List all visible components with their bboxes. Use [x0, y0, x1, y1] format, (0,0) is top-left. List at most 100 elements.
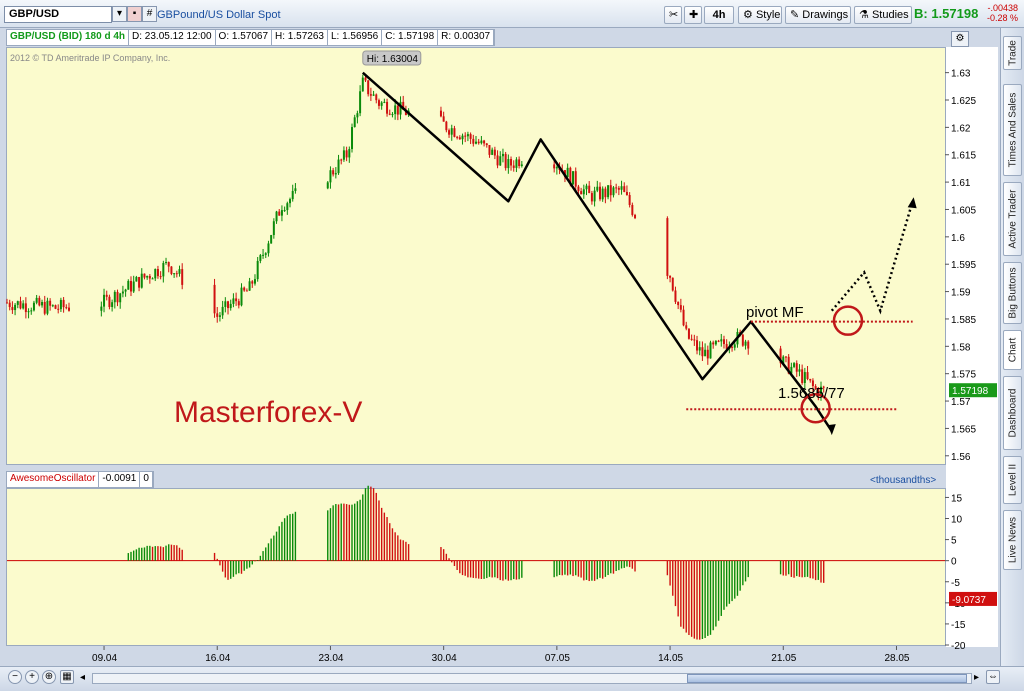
swing-line — [361, 71, 833, 432]
candle-body — [353, 117, 356, 128]
candle-body — [590, 193, 593, 202]
scroll-right-icon[interactable]: ▸ — [974, 672, 980, 683]
candle-body — [607, 185, 610, 198]
candle-body — [596, 186, 599, 191]
candle-body — [507, 159, 510, 169]
sidebar-tab-times-and-sales[interactable]: Times And Sales — [1003, 84, 1022, 176]
time-tick-label: 30.04 — [432, 653, 457, 664]
candle-body — [227, 301, 230, 309]
sidebar-tab-active-trader[interactable]: Active Trader — [1003, 182, 1022, 256]
link-icon[interactable]: ▪ — [127, 6, 142, 22]
candle-body — [138, 277, 141, 288]
zoom-fit-icon[interactable]: ⊕ — [42, 670, 56, 684]
candle-body — [156, 269, 159, 277]
candle-body — [464, 135, 467, 137]
candle-body — [221, 306, 224, 316]
sidebar-tab-level-ii[interactable]: Level II — [1003, 456, 1022, 504]
candle-body — [248, 281, 251, 291]
sidebar-tab-live-news[interactable]: Live News — [1003, 510, 1022, 570]
pencil-icon: ✎ — [790, 9, 800, 21]
scrollbar-thumb[interactable] — [687, 674, 967, 683]
candle-body — [798, 369, 801, 372]
info-date: D: 23.05.12 12:00 — [129, 30, 216, 45]
zoom-out-icon[interactable]: − — [8, 670, 22, 684]
candle-body — [712, 342, 715, 345]
studies-button[interactable]: ⚗ Studies — [854, 6, 912, 24]
candle-body — [555, 167, 558, 169]
candle-body — [16, 301, 19, 305]
candle-body — [140, 273, 143, 288]
candle-body — [216, 313, 219, 317]
candle-body — [154, 269, 157, 279]
oscillator-info-bar: AwesomeOscillator -0.0091 0 — [6, 471, 154, 488]
candle-body — [275, 211, 278, 222]
symbol-input[interactable]: GBP/USD — [4, 6, 112, 23]
candle-body — [450, 128, 453, 135]
candle-body — [237, 301, 240, 306]
info-high: H: 1.57263 — [272, 30, 328, 45]
expand-icon[interactable]: ⇔ — [986, 670, 1000, 684]
candle-body — [634, 214, 637, 219]
oscillator-name[interactable]: AwesomeOscillator — [7, 472, 100, 487]
candle-body — [790, 366, 793, 374]
price-tick-label: 1.6 — [951, 233, 965, 244]
analysis-overlay: pivot MF 1.5685/77 Masterforex-V Hi: 1.6300… — [174, 50, 917, 436]
zoom-in-icon[interactable]: + — [25, 670, 39, 684]
sidebar-tab-label: Dashboard — [1007, 388, 1018, 438]
candle-body — [245, 290, 248, 292]
candle-body — [351, 127, 354, 150]
candle-body — [121, 291, 124, 294]
grid-icon[interactable]: # — [142, 6, 157, 22]
candle-body — [720, 339, 723, 342]
candle-body — [795, 363, 798, 372]
time-tick-label: 21.05 — [771, 653, 796, 664]
aggregation-button[interactable]: 4h — [704, 6, 734, 24]
calendar-icon[interactable]: ▦ — [60, 670, 74, 684]
drawings-button[interactable]: ✎ Drawings — [785, 6, 851, 24]
candle-body — [148, 275, 151, 279]
sidebar-tab-trade[interactable]: Trade — [1003, 36, 1022, 70]
price-pane[interactable] — [6, 47, 946, 465]
candle-body — [515, 159, 518, 168]
candle-body — [151, 278, 154, 280]
candle-body — [483, 140, 486, 144]
candle-body — [717, 340, 720, 342]
candle-body — [787, 356, 790, 374]
candle-body — [733, 344, 736, 348]
candle-body — [213, 284, 216, 314]
candle-body — [496, 155, 499, 166]
candle-body — [520, 164, 523, 167]
candle-body — [491, 149, 494, 155]
osc-last-tag-bg — [949, 591, 997, 606]
osc-tick-label: 0 — [951, 557, 957, 568]
price-info-bar: GBP/USD (BID) 180 d 4h D: 23.05.12 12:00… — [6, 29, 496, 46]
candle-body — [693, 339, 696, 341]
chart-settings-icon[interactable]: ⚙ — [951, 31, 969, 47]
candle-body — [32, 302, 35, 311]
candle-body — [628, 195, 631, 205]
candle-body — [666, 218, 669, 276]
candle-body — [439, 110, 442, 117]
price-axis[interactable] — [946, 47, 998, 647]
tools-icon[interactable]: ✂ — [664, 6, 682, 24]
candle-body — [165, 262, 168, 264]
style-button[interactable]: ⚙ Style — [738, 6, 782, 24]
candle-body — [30, 310, 33, 312]
sidebar-tab-dashboard[interactable]: Dashboard — [1003, 376, 1022, 450]
candle-body — [814, 386, 817, 389]
swing-arrowhead — [827, 424, 836, 436]
sidebar-tab-label: Times And Sales — [1007, 92, 1018, 168]
sidebar-tab-label: Live News — [1007, 516, 1018, 564]
candle-body — [262, 254, 265, 256]
scroll-left-icon[interactable]: ◂ — [80, 672, 86, 683]
bottom-bar: − + ⊕ ▦ ◂ ▸ ⇔ — [0, 666, 1024, 691]
sidebar-tab-big-buttons[interactable]: Big Buttons — [1003, 262, 1022, 324]
candle-body — [504, 153, 507, 169]
crosshair-icon[interactable]: ✚ — [684, 6, 702, 24]
candle-body — [51, 305, 54, 307]
triangle-down-icon[interactable]: ▾ — [112, 6, 127, 22]
sidebar-tab-chart[interactable]: Chart — [1003, 330, 1022, 370]
last-price-tag-text: 1.57198 — [952, 386, 989, 397]
time-scrollbar[interactable] — [92, 673, 972, 684]
price-tick-label: 1.58 — [951, 342, 971, 353]
